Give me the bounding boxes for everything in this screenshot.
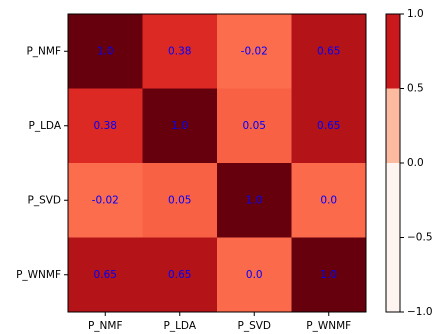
cell-value-label: 0.65	[94, 269, 117, 281]
colorbar: 1.0 0.5 0.0 −0.5 −1.0	[385, 8, 433, 318]
cell-value-label: 0.05	[168, 194, 191, 206]
y-tick-label: P_NMF	[26, 45, 61, 57]
y-axis: P_NMF P_LDA P_SVD P_WNMF	[16, 45, 68, 281]
plot-frame	[67, 13, 367, 313]
cell-value-label: 1.0	[171, 120, 188, 132]
cell-value-label: 0.38	[94, 120, 117, 132]
x-axis: P_NMF P_LDA P_SVD P_WNMF	[88, 312, 351, 332]
heatmap-cell	[291, 163, 367, 238]
colorbar-tick-label: 0.0	[407, 157, 424, 169]
cell-value-label: 0.65	[317, 45, 340, 57]
x-tick-label: P_WNMF	[306, 320, 351, 332]
heatmap-cell	[217, 237, 292, 313]
colorbar-tick-label: −0.5	[407, 232, 433, 244]
cell-value-label: 1.0	[246, 194, 263, 206]
cell-value-label: 0.65	[317, 120, 340, 132]
heatmap-cell	[217, 88, 292, 164]
colorbar-band	[386, 163, 400, 312]
cell-value-label: 0.65	[168, 269, 191, 281]
heatmap-cell	[217, 163, 292, 238]
heatmap-cell	[142, 88, 218, 164]
heatmap-cells	[68, 14, 367, 313]
cell-value-label: -0.02	[241, 45, 268, 57]
cell-value-label: 1.0	[320, 269, 337, 281]
cell-value-label: 0.0	[246, 269, 263, 281]
heatmap-cell	[68, 88, 143, 164]
cell-value-label: 0.0	[320, 194, 337, 206]
cell-value-label: 1.0	[97, 45, 114, 57]
colorbar-tick-label: −1.0	[407, 306, 433, 318]
x-tick-label: P_SVD	[237, 320, 271, 332]
x-tick-label: P_LDA	[163, 320, 196, 332]
y-tick-label: P_LDA	[28, 120, 61, 132]
heatmap-cell	[291, 14, 367, 89]
colorbar-band	[386, 88, 400, 163]
heatmap-cell	[291, 237, 367, 313]
cell-value-label: -0.02	[92, 194, 119, 206]
heatmap-cell	[68, 14, 143, 89]
x-tick-label: P_NMF	[88, 320, 123, 332]
y-tick-label: P_WNMF	[16, 269, 61, 281]
heatmap-cell	[142, 14, 218, 89]
heatmap-cell	[142, 163, 218, 238]
heatmap-cell	[217, 14, 292, 89]
heatmap-cell	[142, 237, 218, 313]
cell-value-label: 0.38	[168, 45, 191, 57]
heatmap-cell	[68, 237, 143, 313]
heatmap-cell	[291, 88, 367, 164]
colorbar-tick-label: 1.0	[407, 8, 424, 20]
heatmap-cell	[68, 163, 143, 238]
y-tick-label: P_SVD	[27, 194, 61, 206]
colorbar-tick-label: 0.5	[407, 83, 424, 95]
colorbar-band	[386, 14, 400, 89]
heatmap-value-labels: 1.0 0.38 -0.02 0.65 0.38 1.0 0.05 0.65 -0.02 0.05…	[92, 45, 341, 281]
cell-value-label: 0.05	[243, 120, 266, 132]
